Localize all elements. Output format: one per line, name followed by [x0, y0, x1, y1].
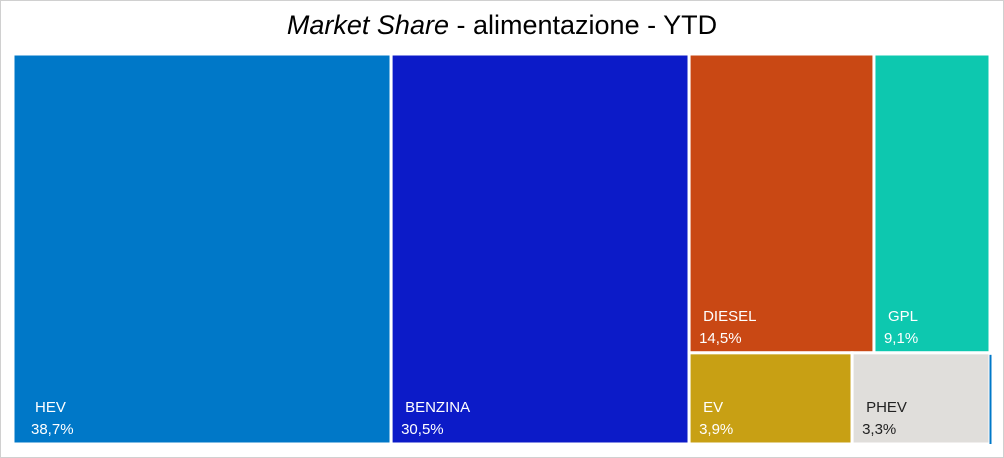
tile-value-diesel: 14,5% [699, 330, 742, 347]
tile-value-hev: 38,7% [31, 421, 74, 438]
tile-gpl: GPL 9,1% [872, 52, 992, 355]
tile-rect-phev [850, 351, 992, 446]
tile-hev: HEV 38,7% [11, 52, 393, 446]
tile-phev: PHEV 3,3% [850, 351, 992, 446]
tile-diesel: DIESEL 14,5% [687, 52, 876, 355]
chart-title: Market Share - alimentazione - YTD [0, 10, 1004, 41]
tile-value-phev: 3,3% [862, 421, 896, 438]
tile-label-gpl: GPL [888, 308, 918, 325]
tile-rect-hev [11, 52, 393, 446]
tile-label-phev: PHEV [866, 399, 907, 416]
chart-title-rest: - alimentazione - YTD [448, 10, 718, 40]
tile-label-hev: HEV [35, 399, 66, 416]
tile-label-benzina: BENZINA [405, 399, 470, 416]
chart-title-italic: Market Share [286, 10, 449, 40]
tile-value-gpl: 9,1% [884, 330, 918, 347]
tile-label-diesel: DIESEL [703, 308, 756, 325]
tile-rect-gpl [872, 52, 992, 355]
tile-benzina: BENZINA 30,5% [389, 52, 691, 446]
tile-rect-benzina [389, 52, 691, 446]
tile-label-ev: EV [703, 399, 723, 416]
tile-value-benzina: 30,5% [401, 421, 444, 438]
tile-ev: EV 3,9% [687, 351, 854, 446]
tile-rect-ev [687, 351, 854, 446]
tile-value-ev: 3,9% [699, 421, 733, 438]
